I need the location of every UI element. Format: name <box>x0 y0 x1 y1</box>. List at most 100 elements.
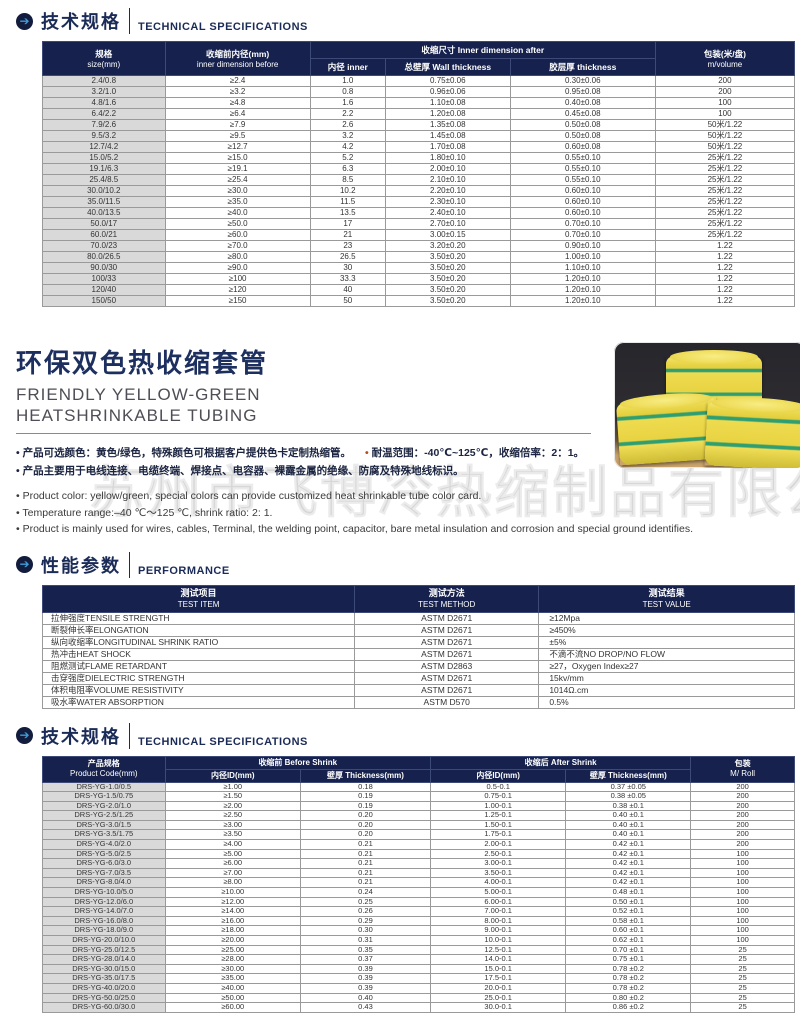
table-cell: 150/50 <box>42 295 166 307</box>
table-cell: ASTM D2671 <box>354 647 540 661</box>
table-cell: ASTM D570 <box>354 695 540 709</box>
col-header-after-group: 收缩后 After Shrink <box>430 755 692 770</box>
table-cell: 0.39 <box>299 973 432 984</box>
table-cell: 8.5 <box>309 174 386 186</box>
table-cell: ≥15.0 <box>164 152 311 164</box>
table-cell: 2.6 <box>309 119 386 131</box>
table-cell: 25米/1.22 <box>654 196 796 208</box>
table-row: DRS-YG-1.0/0.5 ≥1.00 0.18 0.5-0.1 0.37 ±0.05… <box>42 781 795 793</box>
table-cell: 0.55±0.10 <box>509 163 656 175</box>
table-cell: 4.2 <box>309 141 386 153</box>
table-cell: 3.00-0.1 <box>430 858 567 869</box>
table-cell: 断裂伸长率ELONGATION <box>41 623 356 637</box>
table-cell: 3.2 <box>309 130 386 142</box>
table-cell: 0.90±0.10 <box>509 240 656 252</box>
table-row: DRS-YG-50.0/25.0 ≥50.00 0.40 25.0-0.1 0.80 ±… <box>42 992 795 1004</box>
table-cell: 6.4/2.2 <box>42 108 166 120</box>
table-cell: 20.0-0.1 <box>430 982 567 994</box>
table-cell: 100 <box>690 925 795 936</box>
table-cell: 0.5% <box>538 695 795 709</box>
table-cell: 25米/1.22 <box>654 207 796 219</box>
table-cell: DRS-YG-18.0/9.0 <box>42 925 166 936</box>
table-cell: 50米/1.22 <box>654 119 796 131</box>
table-cell: ≥16.00 <box>164 915 301 927</box>
table-cell: 0.58 ±0.1 <box>565 915 692 927</box>
table-row: 50.0/17 ≥50.0 17 2.70±0.10 0.70±0.10 25米/1.22 <box>42 218 796 230</box>
section-header-spec2: ➔ 技术规格 TECHNICAL SPECIFICATIONS <box>16 722 800 749</box>
table-row: DRS-YG-2.5/1.25 ≥2.50 0.20 1.25-0.1 0.40 ±0.… <box>42 810 795 821</box>
table-cell: 200 <box>654 75 796 87</box>
table-cell: ≥100 <box>164 273 311 285</box>
table-cell: 2.4/0.8 <box>42 75 166 87</box>
table-cell: 30 <box>309 262 386 274</box>
table-cell: 100 <box>690 877 795 889</box>
table-cell: 0.80 ±0.2 <box>565 992 692 1004</box>
table-cell: 0.25 <box>299 896 432 908</box>
table-cell: 40 <box>309 284 386 296</box>
table-row: 40.0/13.5 ≥40.0 13.5 2.40±0.10 0.60±0.10 25米/… <box>42 207 796 219</box>
table-cell: 0.37 <box>299 954 432 965</box>
table-cell: 30.0-0.1 <box>430 1002 567 1013</box>
table-row: DRS-YG-60.0/30.0 ≥60.00 0.43 30.0-0.1 0.86 ±… <box>42 1002 795 1013</box>
table-cell: 0.20 <box>299 819 432 831</box>
table-cell: ≥4.8 <box>164 97 311 109</box>
table-cell: 25 <box>690 982 795 994</box>
table-cell: 25 <box>690 954 795 965</box>
table-cell: 3.50±0.20 <box>384 273 511 285</box>
table-cell: 2.10±0.10 <box>384 174 511 186</box>
table-cell: 25米/1.22 <box>654 229 796 241</box>
table-cell: 0.26 <box>299 906 432 917</box>
table-cell: 0.60±0.08 <box>509 141 656 153</box>
table-cell: 3.2/1.0 <box>42 86 166 98</box>
table-cell: 0.30±0.06 <box>509 75 656 87</box>
table-cell: 21 <box>309 229 386 241</box>
table-cell: 1.22 <box>654 262 796 274</box>
table-cell: 100 <box>690 915 795 927</box>
table-row: DRS-YG-20.0/10.0 ≥20.00 0.31 10.0-0.1 0.62 ±… <box>42 935 795 946</box>
table-cell: ≥3.50 <box>164 829 301 841</box>
table-cell: 0.31 <box>299 935 432 946</box>
table-row: 6.4/2.2 ≥6.4 2.2 1.20±0.08 0.45±0.08 100 <box>42 108 796 120</box>
table-cell: 17.5-0.1 <box>430 973 567 984</box>
table-cell: 200 <box>690 781 795 793</box>
table-cell: 25米/1.22 <box>654 185 796 197</box>
table-cell: 100/33 <box>42 273 166 285</box>
table-cell: 1.10±0.08 <box>384 97 511 109</box>
table-cell: 0.70 ±0.1 <box>565 944 692 956</box>
table-cell: 100 <box>690 848 795 860</box>
table-row: DRS-YG-8.0/4.0 ≥8.00 0.21 4.00-0.1 0.42 ±0.1… <box>42 877 795 889</box>
table-cell: DRS-YG-3.5/1.75 <box>42 829 166 841</box>
table-cell: ≥25.00 <box>164 944 301 956</box>
section-title-en: PERFORMANCE <box>129 551 230 578</box>
table-cell: ≥1.00 <box>164 781 301 793</box>
section-arrow-icon: ➔ <box>16 727 33 744</box>
table-cell: ≥2.4 <box>164 75 311 87</box>
table-cell: DRS-YG-40.0/20.0 <box>42 982 166 994</box>
table-cell: ASTM D2671 <box>354 611 540 625</box>
col-header-wall: 总壁厚 Wall thickness <box>384 58 511 76</box>
table-cell: 拉伸强度TENSILE STRENGTH <box>41 611 356 625</box>
table-cell: 吸水率WATER ABSORPTION <box>41 695 356 709</box>
tubing-roll <box>704 395 800 468</box>
table-cell: 100 <box>654 97 796 109</box>
col-header-after-group: 收缩尺寸 Inner dimension after <box>309 41 656 59</box>
table-cell: ≥2.50 <box>164 810 301 821</box>
table-cell: ≥6.00 <box>164 858 301 869</box>
table-row: DRS-YG-7.0/3.5 ≥7.00 0.21 3.50-0.1 0.42 ±0.1… <box>42 867 795 879</box>
table-cell: ≥12Mpa <box>538 611 795 625</box>
table-cell: 25 <box>690 944 795 956</box>
table-cell: 14.0-0.1 <box>430 954 567 965</box>
table-cell: 1.20±0.10 <box>509 273 656 285</box>
section-header-spec1: ➔ 技术规格 TECHNICAL SPECIFICATIONS <box>16 8 800 34</box>
table-cell: 100 <box>690 867 795 879</box>
table-cell: 0.50±0.08 <box>509 119 656 131</box>
table-cell: 0.78 ±0.2 <box>565 973 692 984</box>
table-cell: 17 <box>309 218 386 230</box>
table-cell: 100 <box>690 935 795 946</box>
product-title-en: FRIENDLY YELLOW-GREEN HEATSHRINKABLE TUB… <box>16 384 800 426</box>
table-cell: 0.20 <box>299 829 432 841</box>
table-cell: 0.75-0.1 <box>430 791 567 802</box>
table-cell: ≥12.7 <box>164 141 311 153</box>
col-header-layer: 胶层厚 thickness <box>509 58 656 76</box>
spec-table-bottom: 产品规格 Product Code(mm) 收缩前 Before Shrink … <box>42 755 795 1013</box>
